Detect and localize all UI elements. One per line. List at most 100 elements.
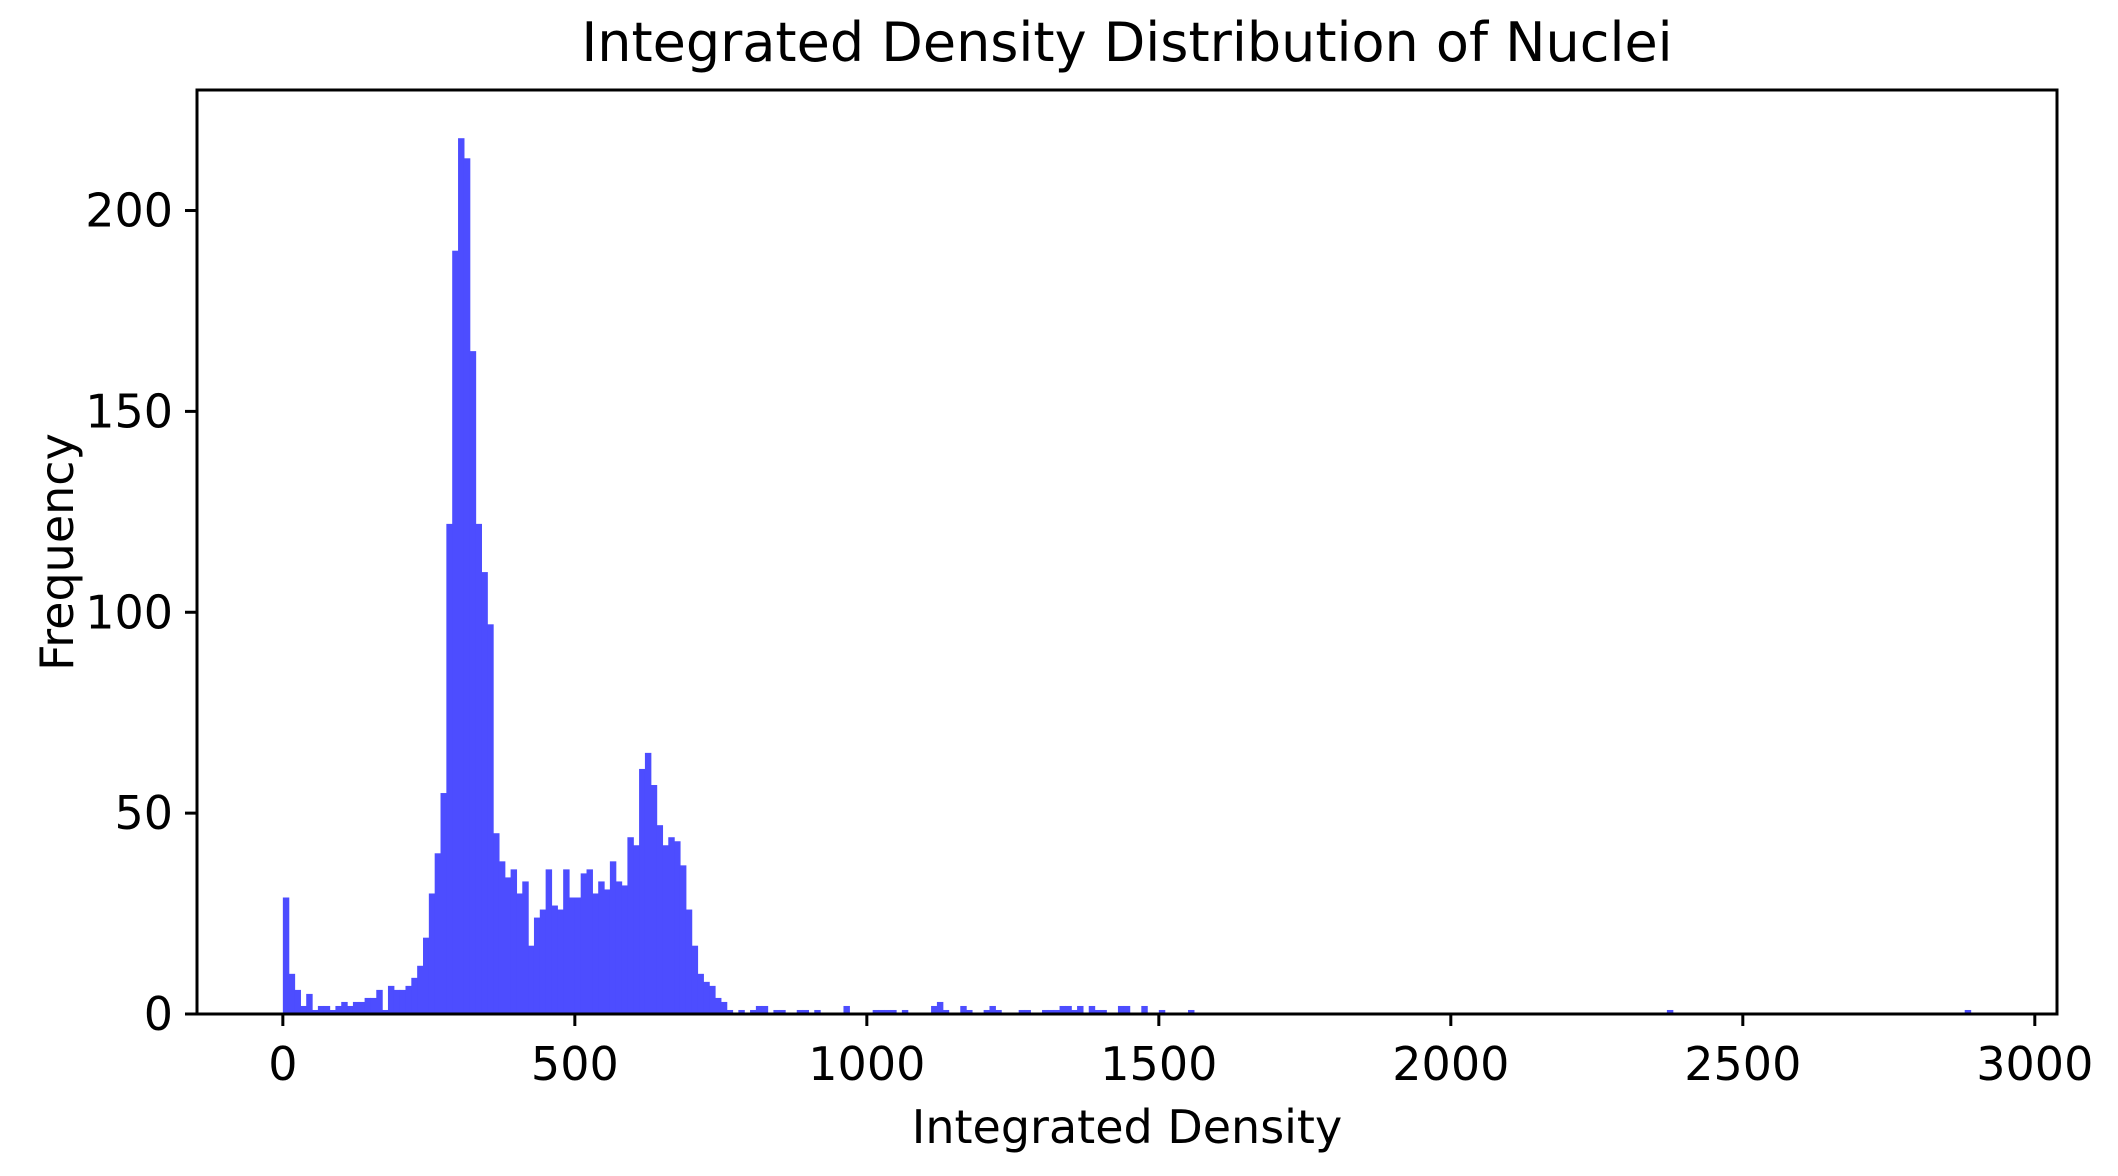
histogram-bar — [761, 1005, 769, 1014]
histogram-bar — [931, 1005, 938, 1014]
y-tick-label: 50 — [114, 786, 173, 840]
histogram-bar — [598, 881, 605, 1014]
histogram-bar — [1094, 1009, 1102, 1014]
histogram-bar — [335, 1005, 342, 1014]
histogram-bar — [294, 989, 301, 1014]
histogram-bar — [720, 1001, 728, 1014]
histogram-bar — [843, 1005, 850, 1014]
histogram-bar — [411, 977, 418, 1014]
histogram-bar — [715, 997, 722, 1014]
histogram-bar — [802, 1009, 810, 1014]
histogram-bar — [533, 917, 541, 1014]
histogram-bar — [604, 889, 611, 1014]
histogram-bar — [650, 785, 658, 1014]
histogram-bar — [551, 905, 558, 1014]
histogram-bar — [376, 989, 383, 1014]
histogram-bar — [1077, 1005, 1084, 1014]
histogram-bar — [352, 1001, 360, 1014]
histogram-bar — [639, 768, 646, 1014]
histogram-bar — [1018, 1009, 1026, 1014]
y-tick-label: 200 — [85, 184, 173, 238]
histogram-bar — [440, 793, 447, 1014]
x-tick-label: 2500 — [1684, 1037, 1801, 1091]
histogram-bar — [458, 138, 465, 1014]
histogram-bar — [586, 869, 593, 1014]
histogram-bar — [1117, 1005, 1125, 1014]
histogram-bar — [627, 837, 634, 1014]
histogram-bar — [306, 993, 313, 1014]
histogram-bar — [726, 1009, 734, 1014]
histogram-bar — [995, 1009, 1002, 1014]
histogram-bar — [446, 523, 453, 1014]
x-axis-label: Integrated Density — [911, 1100, 1343, 1154]
histogram-bar — [300, 1005, 307, 1014]
histogram-bar — [773, 1009, 780, 1014]
plot-frame — [195, 88, 2059, 1016]
histogram-bar — [323, 1005, 331, 1014]
histogram-bar — [755, 1005, 763, 1014]
histogram-bar — [522, 881, 529, 1014]
x-tick-label: 3000 — [1976, 1037, 2093, 1091]
histogram-bar — [936, 1001, 944, 1014]
histogram-bar — [878, 1009, 885, 1014]
histogram-bar — [872, 1009, 880, 1014]
histogram-bar — [341, 1001, 348, 1014]
histogram-bar — [475, 523, 482, 1014]
histogram-bar — [557, 909, 564, 1014]
histogram-bar — [387, 985, 395, 1014]
histogram-bar — [1071, 1009, 1078, 1014]
histogram-bar — [487, 624, 494, 1014]
histogram-bar — [370, 997, 377, 1014]
histogram-bar — [469, 351, 477, 1014]
histogram-bar — [399, 989, 407, 1014]
histogram-bar — [697, 973, 704, 1014]
histogram-bar — [884, 1009, 891, 1014]
histogram-bar — [493, 833, 500, 1014]
chart-title: Integrated Density Distribution of Nucle… — [581, 11, 1673, 74]
histogram-bar — [738, 1009, 745, 1014]
histogram-bar — [674, 841, 681, 1014]
histogram-bar — [633, 845, 640, 1014]
histogram-bar — [621, 885, 628, 1014]
histogram-bar — [364, 997, 372, 1014]
histogram-bar — [569, 897, 576, 1014]
histogram-bar — [1666, 1009, 1674, 1014]
x-tick-label: 1500 — [1100, 1037, 1217, 1091]
histogram-bar — [516, 893, 523, 1014]
histogram-bar — [703, 981, 710, 1014]
histogram-bar — [691, 945, 699, 1014]
histogram-bar — [644, 752, 652, 1014]
x-tick-label: 2000 — [1392, 1037, 1509, 1091]
histogram-bar — [609, 861, 617, 1014]
histogram-bar — [329, 1009, 337, 1014]
histogram-bar — [668, 837, 675, 1014]
histogram-bar — [1042, 1009, 1049, 1014]
histogram-bar — [615, 881, 623, 1014]
histogram-bar — [428, 893, 436, 1014]
histogram-bar — [528, 945, 535, 1014]
histogram-bar — [417, 965, 424, 1014]
histogram-bar — [358, 1001, 366, 1014]
histogram-bar — [434, 853, 442, 1014]
histogram-bar — [890, 1009, 897, 1014]
histogram-bar — [901, 1009, 909, 1014]
histogram-bar — [983, 1009, 991, 1014]
x-tick-label: 0 — [268, 1037, 297, 1091]
y-tick-label: 150 — [85, 384, 173, 438]
histogram-bar — [481, 572, 488, 1014]
histogram-bar — [393, 989, 401, 1014]
histogram-bar — [539, 909, 547, 1014]
histogram-bar — [989, 1005, 996, 1014]
histogram-bar — [563, 869, 570, 1014]
histogram-bar — [750, 1009, 757, 1014]
histogram-bar — [942, 1009, 950, 1014]
histogram-bar — [288, 973, 296, 1014]
histogram-bar — [498, 861, 506, 1014]
histogram-bar — [1141, 1005, 1148, 1014]
histogram-bar — [1053, 1009, 1061, 1014]
histogram-bar — [1188, 1009, 1195, 1014]
histogram-bar — [679, 865, 687, 1014]
histogram-bar — [312, 1009, 319, 1014]
histogram-bar — [423, 937, 430, 1014]
